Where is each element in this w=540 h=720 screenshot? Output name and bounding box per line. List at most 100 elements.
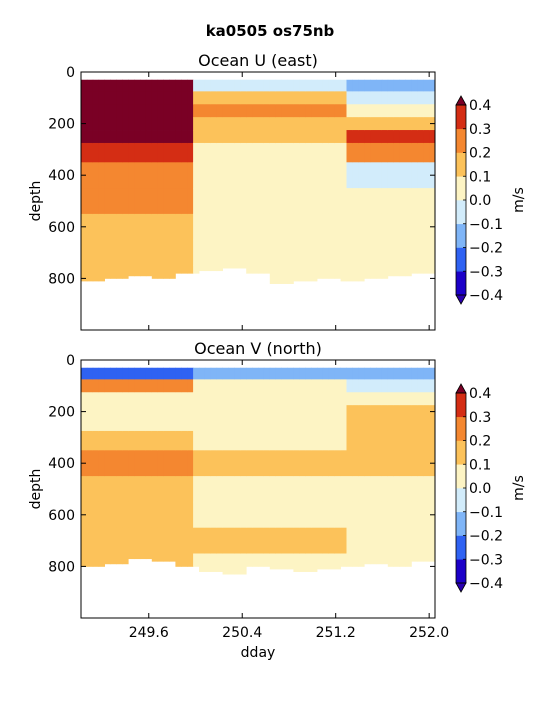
heatmap-cell [140, 265, 147, 277]
heatmap-cell [145, 501, 153, 529]
colorbar-ocean-u: −0.4 −0.3 −0.2 −0.1 0.0 0.1 0.2 0.3 0.4 m/s [455, 95, 527, 305]
heatmap-cell [145, 405, 153, 419]
heatmap-cell [411, 367, 418, 380]
heatmap-cell [393, 418, 400, 432]
heatmap-cell [328, 527, 336, 554]
heatmap-cell [193, 501, 200, 529]
heatmap-cell [187, 265, 194, 274]
heatmap-cell [193, 418, 200, 432]
heatmap-cell [305, 162, 312, 189]
heatmap-cell [252, 379, 259, 393]
heatmap-cell [187, 142, 194, 163]
heatmap-cell [281, 79, 288, 92]
heatmap-cell [128, 117, 135, 131]
heatmap-cell [258, 476, 265, 503]
heatmap-cell [216, 430, 223, 451]
heatmap-cell [275, 553, 282, 570]
heatmap-cell [340, 450, 347, 477]
heatmap-cell [358, 392, 365, 406]
heatmap-cell [317, 476, 324, 503]
heatmap-cell [204, 213, 212, 241]
heatmap-cell [399, 162, 406, 189]
heatmap-cell [92, 450, 100, 477]
heatmap-cell [334, 213, 341, 241]
heatmap-cell [140, 162, 147, 189]
heatmap-cell [287, 91, 294, 105]
heatmap-cell [381, 188, 389, 215]
heatmap-cell [299, 527, 306, 554]
heatmap-cell [322, 405, 330, 419]
heatmap-cell [199, 527, 206, 554]
heatmap-cell [128, 405, 135, 419]
heatmap-cell [140, 367, 147, 380]
heatmap-cell [104, 392, 111, 406]
heatmap-cell [376, 418, 383, 432]
heatmap-cell [381, 501, 389, 529]
heatmap-cell [293, 239, 300, 266]
heatmap-cell [187, 117, 194, 131]
heatmap-cell [263, 392, 271, 406]
heatmap-cell [346, 117, 353, 131]
colorbar-tick-label: −0.1 [469, 217, 503, 233]
heatmap-cell [92, 265, 100, 282]
heatmap-cell [163, 418, 170, 432]
heatmap-cell [311, 392, 318, 406]
heatmap-cell [317, 527, 324, 554]
heatmap-cell [240, 130, 247, 144]
heatmap-cell [387, 392, 395, 406]
heatmap-cell [181, 367, 188, 380]
heatmap-cell [216, 117, 223, 131]
heatmap-cell [110, 430, 117, 451]
heatmap-cell [275, 527, 282, 554]
heatmap-cell [181, 188, 188, 215]
heatmap-cell [393, 117, 400, 131]
heatmap-cell [417, 213, 424, 241]
heatmap-cell [216, 527, 223, 554]
heatmap-cell [181, 213, 188, 241]
colorbar-tick-label: 0.1 [469, 169, 491, 185]
heatmap-cell [405, 405, 412, 419]
colorbar-tick-label: 0.0 [469, 193, 491, 209]
heatmap-cell [358, 379, 365, 393]
heatmap-cell [98, 91, 105, 105]
heatmap-cell [157, 527, 164, 554]
heatmap-cell [423, 405, 430, 419]
heatmap-cell [128, 476, 135, 503]
heatmap-cell [204, 379, 212, 393]
heatmap-cell [405, 162, 412, 189]
heatmap-cell [163, 213, 170, 241]
heatmap-cell [417, 553, 424, 562]
colorbar-segment [456, 128, 466, 153]
heatmap-cell [346, 476, 353, 503]
heatmap-cell [328, 117, 336, 131]
heatmap-cell [381, 367, 389, 380]
heatmap-cell [81, 418, 88, 432]
heatmap-cell [364, 239, 371, 266]
heatmap-cell [175, 188, 182, 215]
heatmap-cell [293, 142, 300, 163]
heatmap-cell [222, 91, 229, 105]
heatmap-cell [293, 418, 300, 432]
heatmap-cell [429, 527, 436, 554]
heatmap-cell [258, 162, 265, 189]
heatmap-cell [169, 476, 176, 503]
heatmap-cell [346, 265, 353, 282]
heatmap-cell [429, 418, 436, 432]
heatmap-cell [193, 239, 200, 266]
heatmap-cell [299, 392, 306, 406]
heatmap-cell [263, 239, 271, 266]
heatmap-cell [370, 501, 377, 529]
heatmap-cell [104, 553, 111, 565]
heatmap-cell [411, 476, 418, 503]
heatmap-cell [210, 104, 218, 118]
heatmap-cell [293, 213, 300, 241]
x-tick-label: 249.6 [129, 625, 169, 641]
heatmap-cell [364, 430, 371, 451]
heatmap-cell [393, 142, 400, 163]
heatmap-cell [429, 476, 436, 503]
heatmap-cell [258, 418, 265, 432]
heatmap-cell [134, 450, 141, 477]
heatmap-cell [258, 405, 265, 419]
heatmap-cell [328, 501, 336, 529]
heatmap-cell [193, 527, 200, 554]
